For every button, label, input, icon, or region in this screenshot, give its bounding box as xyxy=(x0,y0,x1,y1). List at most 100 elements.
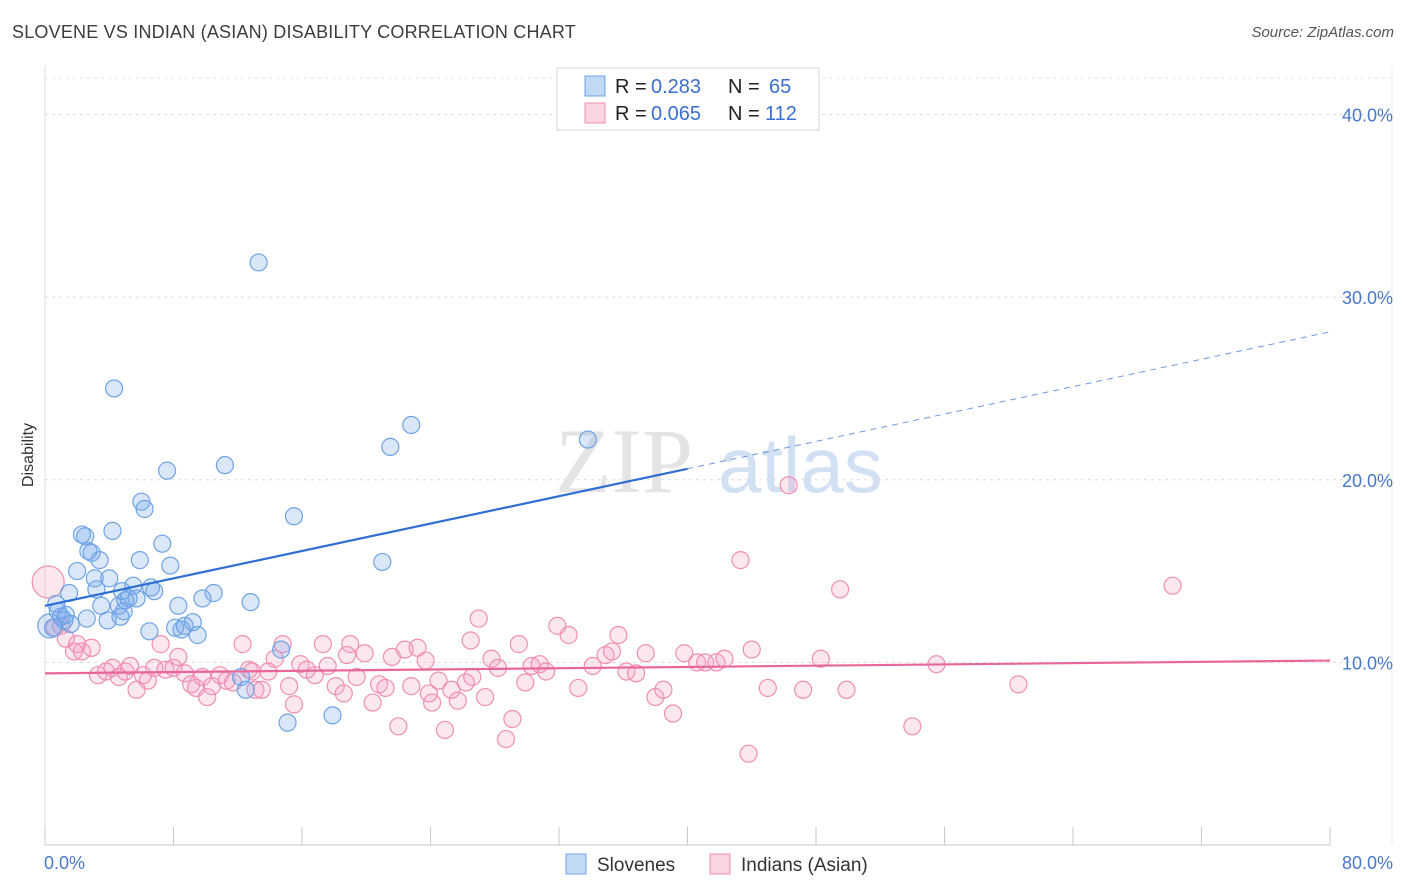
indians-point xyxy=(246,680,265,699)
slovenes-point xyxy=(68,561,87,581)
indians-point xyxy=(408,638,427,657)
indians-trend-line xyxy=(44,659,1331,675)
legend-r-label-slovenes: R = xyxy=(615,76,647,98)
slovenes-point xyxy=(278,713,297,732)
slovenes-point xyxy=(111,607,130,626)
tick-labels: 10.0% 20.0% 30.0% 40.0% 0.0% 80.0% xyxy=(44,106,1393,873)
indians-point xyxy=(609,625,628,645)
slovenes-point xyxy=(103,521,122,540)
slovenes-point xyxy=(90,551,109,570)
indians-point xyxy=(496,729,516,749)
slovenes-point xyxy=(161,556,180,575)
indians-point xyxy=(31,565,65,599)
indians-point xyxy=(337,645,357,665)
indians-point xyxy=(837,680,856,699)
indians-point xyxy=(341,635,360,654)
indians-point xyxy=(903,717,922,736)
indians-point xyxy=(758,678,777,698)
indians-point xyxy=(636,644,655,663)
slovenes-point xyxy=(61,614,80,634)
indians-point xyxy=(402,677,421,696)
slovenes-point xyxy=(77,609,96,628)
watermark-atlas: atlas xyxy=(718,421,883,509)
slovenes-point xyxy=(188,625,207,645)
slovenes-point xyxy=(323,706,342,725)
indians-point xyxy=(252,680,271,699)
series-slovenes-points xyxy=(37,253,598,732)
y-tick-label: 40.0% xyxy=(1342,106,1393,126)
indians-point xyxy=(626,664,646,683)
indians-point xyxy=(675,644,694,663)
indians-point xyxy=(516,673,535,692)
slovenes-point xyxy=(169,596,188,615)
indians-point xyxy=(731,551,750,570)
legend-r-value-slovenes: 0.283 xyxy=(651,76,701,98)
indians-point xyxy=(416,651,435,670)
indians-point xyxy=(419,684,438,703)
indians-point xyxy=(72,642,92,661)
indians-point xyxy=(463,667,482,687)
indians-point xyxy=(482,649,501,668)
indians-point xyxy=(389,717,408,736)
bottom-legend-label-slovenes: Slovenes xyxy=(597,855,675,876)
indians-point xyxy=(663,704,683,723)
legend-n-label-indians: N = xyxy=(728,103,760,125)
source-label: Source: ZipAtlas.com xyxy=(1251,24,1394,41)
bottom-legend-swatch-slovenes xyxy=(565,853,587,875)
bottom-legend-swatch-indians xyxy=(709,853,731,875)
slovenes-point xyxy=(127,589,146,608)
slovenes-point xyxy=(272,640,291,659)
indians-point xyxy=(742,640,761,659)
indians-point xyxy=(265,649,284,668)
indians-point xyxy=(284,695,304,714)
slovenes-point xyxy=(100,569,119,588)
indians-point xyxy=(1009,675,1028,694)
indians-point xyxy=(56,629,75,648)
indians-point xyxy=(429,671,448,690)
legend: R = 0.283 N = 65 R = 0.065 N = 112 xyxy=(556,67,820,131)
slovenes-point xyxy=(215,456,234,475)
bottom-legend: Slovenes Indians (Asian) xyxy=(565,853,868,876)
indians-point xyxy=(198,687,217,707)
slovenes-point xyxy=(578,430,598,449)
indians-point xyxy=(448,691,467,710)
indians-point xyxy=(169,647,188,667)
indians-point xyxy=(811,649,830,668)
y-axis-label: Disability xyxy=(20,423,37,487)
series-indians-points xyxy=(31,476,1182,763)
slovenes-point xyxy=(241,593,260,612)
y-tick-label: 10.0% xyxy=(1342,653,1393,673)
indians-point xyxy=(548,616,567,635)
slovenes-point xyxy=(249,253,268,272)
indians-point xyxy=(537,662,556,681)
slovenes-trend-line xyxy=(44,467,688,607)
slovenes-point xyxy=(402,415,421,435)
indians-point xyxy=(715,649,734,668)
slovenes-point xyxy=(76,527,95,546)
grid-lines xyxy=(45,77,1392,663)
legend-n-value-slovenes: 65 xyxy=(769,76,791,98)
slovenes-point xyxy=(130,551,149,570)
legend-n-label-slovenes: N = xyxy=(728,76,760,98)
indians-point xyxy=(376,678,395,698)
legend-r-label-indians: R = xyxy=(615,103,647,125)
indians-point xyxy=(82,638,101,657)
x-tick-label-max: 80.0% xyxy=(1342,853,1393,873)
indians-point xyxy=(133,666,153,685)
indians-point xyxy=(334,684,353,703)
axes xyxy=(44,66,1393,846)
indians-point xyxy=(469,609,488,628)
indians-point xyxy=(739,744,758,763)
indians-point xyxy=(151,635,170,654)
slovenes-point xyxy=(145,582,164,601)
indians-point xyxy=(363,693,382,712)
slovenes-point xyxy=(373,552,392,572)
slovenes-point xyxy=(116,591,135,610)
indians-point xyxy=(794,680,813,699)
indians-point xyxy=(569,678,588,698)
slovenes-point xyxy=(284,507,304,526)
indians-point xyxy=(442,680,461,699)
slovenes-point xyxy=(153,534,172,553)
slovenes-point xyxy=(140,622,159,641)
legend-n-value-indians: 112 xyxy=(765,103,797,125)
